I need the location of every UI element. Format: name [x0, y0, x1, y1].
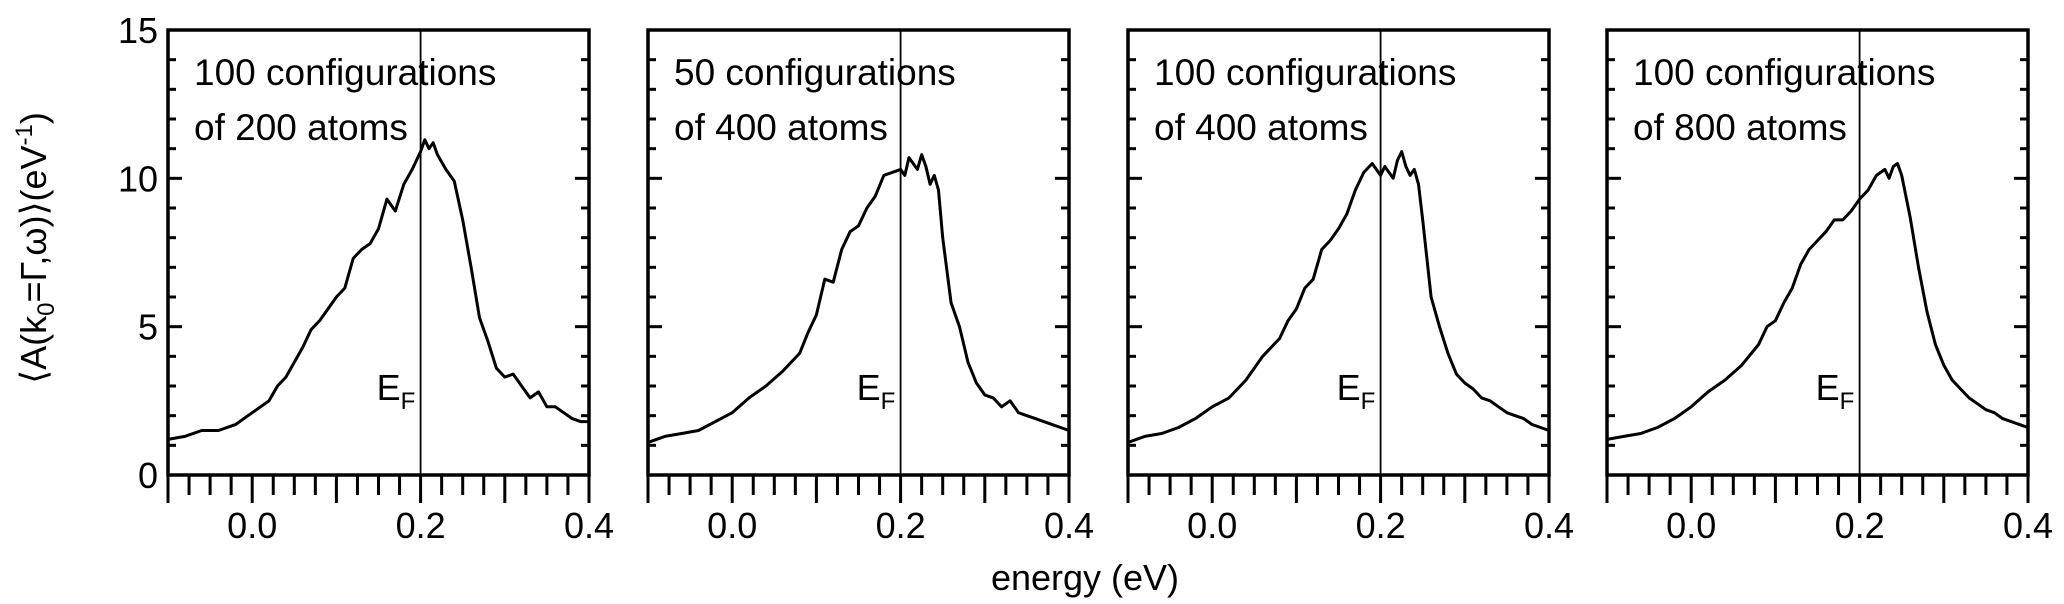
panel-annotation-line2: of 400 atoms [674, 107, 888, 148]
x-tick-label: 0.4 [564, 505, 614, 546]
x-tick-label: 0.4 [2003, 505, 2053, 546]
y-tick-label: 15 [118, 10, 158, 51]
panel-annotation-line2: of 200 atoms [194, 107, 408, 148]
x-tick-label: 0.2 [876, 505, 926, 546]
y-tick-label: 5 [138, 307, 158, 348]
plot-frame [1126, 28, 1551, 477]
y-tick-label: 10 [118, 158, 158, 199]
fermi-level-label: EF [1337, 367, 1376, 415]
panels: 0.0 0.2 0.4 EF 100 configurations of 200 atom… [166, 28, 2053, 546]
spectral-function-line [1126, 150, 1551, 444]
panel-4: 0.0 0.2 0.4 EF 100 configurations of 800 atom… [1605, 28, 2053, 546]
panel-annotation-line1: 50 configurations [674, 52, 956, 93]
spectral-function-line [646, 153, 1071, 444]
plot-frame [646, 28, 1071, 477]
panel-2: 0.0 0.2 0.4 EF 50 configurations of 400 atoms [646, 28, 1094, 546]
spectral-function-line [166, 138, 591, 441]
x-axis-title: energy (eV) [991, 557, 1179, 598]
panel-annotation-line1: 100 configurations [1633, 52, 1935, 93]
x-tick-label: 0.2 [1835, 505, 1885, 546]
y-axis-title: ⟨A(k0=Γ,ω)⟩(eV-1) [11, 112, 60, 384]
panel-annotation-line1: 100 configurations [194, 52, 496, 93]
y-tick-labels: 0 5 10 15 [118, 10, 158, 496]
x-tick-label: 0.0 [227, 505, 277, 546]
x-tick-label: 0.4 [1044, 505, 1094, 546]
plot-frame [1605, 28, 2030, 477]
fermi-level-label: EF [857, 367, 896, 415]
panel-annotation-line1: 100 configurations [1154, 52, 1456, 93]
panel-annotation-line2: of 800 atoms [1633, 107, 1847, 148]
panel-1: 0.0 0.2 0.4 EF 100 configurations of 200 atom… [166, 28, 614, 546]
x-tick-label: 0.2 [396, 505, 446, 546]
x-tick-label: 0.2 [1356, 505, 1406, 546]
spectral-function-line [1605, 162, 2030, 441]
fermi-level-label: EF [377, 367, 416, 415]
panel-annotation-line2: of 400 atoms [1154, 107, 1368, 148]
fermi-level-label: EF [1816, 367, 1855, 415]
y-tick-label: 0 [138, 455, 158, 496]
x-tick-label: 0.0 [707, 505, 757, 546]
plot-frame [166, 28, 591, 477]
x-tick-label: 0.0 [1666, 505, 1716, 546]
x-tick-label: 0.0 [1187, 505, 1237, 546]
x-tick-label: 0.4 [1524, 505, 1574, 546]
panel-3: 0.0 0.2 0.4 EF 100 configurations of 400 atom… [1126, 28, 1574, 546]
